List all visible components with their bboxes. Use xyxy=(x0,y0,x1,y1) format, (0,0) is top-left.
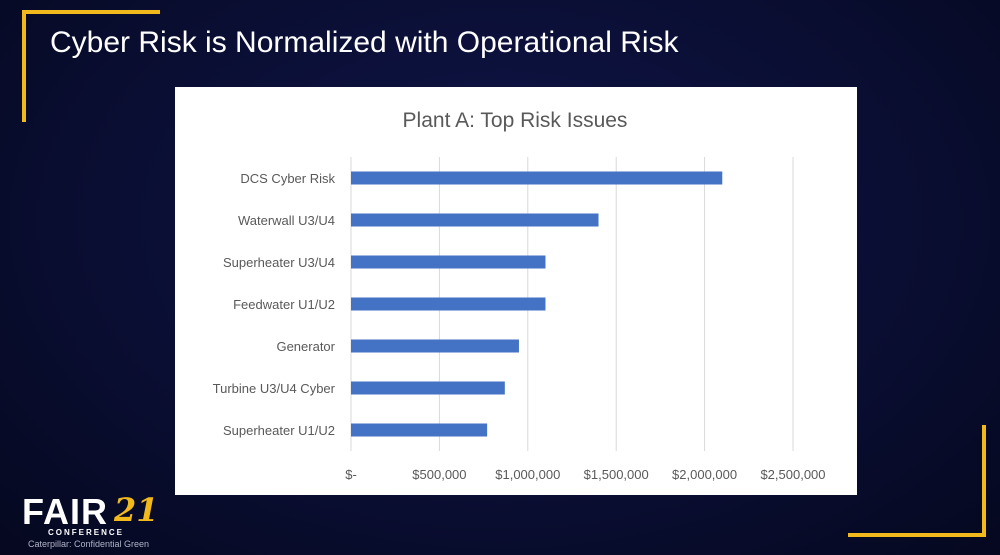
x-tick-label: $500,000 xyxy=(412,467,466,482)
x-tick-label: $1,500,000 xyxy=(584,467,649,482)
category-label: Feedwater U1/U2 xyxy=(233,297,335,312)
category-label: Turbine U3/U4 Cyber xyxy=(213,381,336,396)
bar-5 xyxy=(351,381,505,395)
bar-4 xyxy=(351,339,519,353)
chart-card: Plant A: Top Risk Issues $- $500,000 $1,00… xyxy=(175,87,857,495)
logo-year-text: 21 xyxy=(114,491,159,529)
category-label: Superheater U1/U2 xyxy=(223,423,335,438)
logo-subtitle: CONFERENCE xyxy=(48,528,125,537)
logo-main-text: FAIR xyxy=(22,491,109,532)
bar-2 xyxy=(351,255,546,269)
risk-bar-chart: Plant A: Top Risk Issues $- $500,000 $1,00… xyxy=(213,109,826,482)
classification-label: Caterpillar: Confidential Green xyxy=(28,539,150,549)
fair-conference-logo: FAIR 21 CONFERENCE Caterpillar: Confiden… xyxy=(22,491,162,550)
category-label: Generator xyxy=(276,339,335,354)
corner-accent-bottom-vertical xyxy=(982,425,986,537)
corner-accent-bottom-horizontal xyxy=(848,533,986,537)
corner-accent-top-vertical xyxy=(22,10,26,122)
corner-accent-top-horizontal xyxy=(22,10,160,14)
slide-title: Cyber Risk is Normalized with Operationa… xyxy=(50,26,679,59)
category-label: Waterwall U3/U4 xyxy=(238,213,335,228)
bar-1 xyxy=(351,213,599,227)
category-label: DCS Cyber Risk xyxy=(240,171,335,186)
bar-3 xyxy=(351,297,546,311)
x-tick-label: $2,500,000 xyxy=(760,467,825,482)
chart-title: Plant A: Top Risk Issues xyxy=(403,109,628,132)
bar-0 xyxy=(351,171,723,185)
bar-6 xyxy=(351,423,488,437)
x-tick-label: $- xyxy=(345,467,357,482)
x-tick-label: $1,000,000 xyxy=(495,467,560,482)
x-tick-label: $2,000,000 xyxy=(672,467,737,482)
category-label: Superheater U3/U4 xyxy=(223,255,335,270)
